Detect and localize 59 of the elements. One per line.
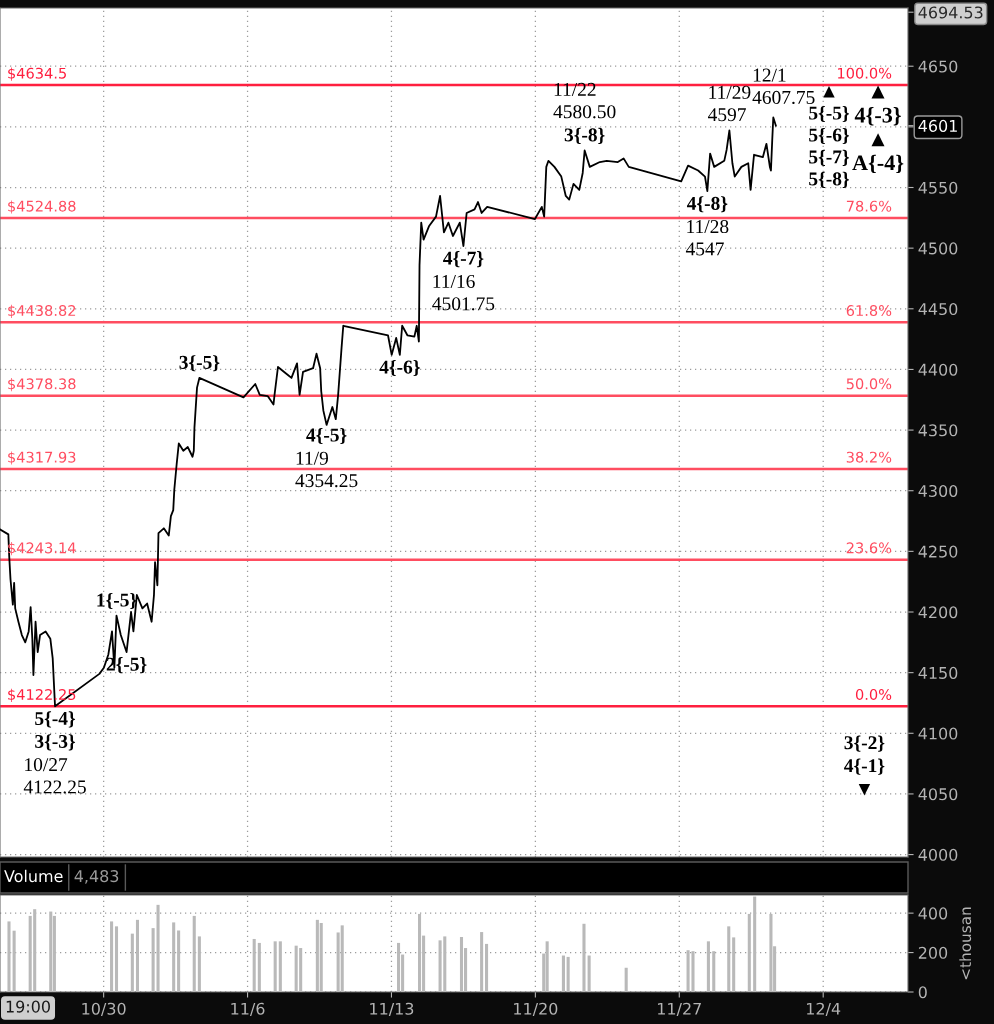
- annotation: ▲ 4{-3} ▲ A{-4}: [852, 85, 904, 174]
- y-tick-label: 4400: [918, 363, 958, 376]
- x-tick-label: 11/13: [370, 1002, 414, 1017]
- y-tick-label: 4450: [918, 303, 958, 316]
- y-tick-label: 200: [918, 946, 948, 959]
- annotation: 50.0%: [846, 378, 892, 390]
- annotation: 4{-8}: [686, 196, 728, 213]
- text: 4,483: [74, 870, 119, 884]
- x-tick-label: 11/6: [231, 1002, 265, 1017]
- y-tick-label: 4050: [918, 788, 958, 801]
- y-tick-label: 4350: [918, 424, 958, 437]
- y-tick-label: 4150: [918, 666, 958, 679]
- annotation: 11/9 4354.25: [295, 451, 358, 488]
- text: 19:00: [6, 1000, 50, 1013]
- annotation: 3{-2} 4{-1} ▼: [844, 735, 885, 796]
- annotation: 78.6%: [846, 200, 892, 212]
- y-tick-label: 4200: [918, 606, 958, 619]
- y-axis-title: <thousan: [959, 907, 972, 980]
- y-tick-label: 4650: [918, 60, 958, 73]
- x-tick-label: 10/30: [82, 1002, 126, 1017]
- y-tick-label: 4500: [918, 242, 958, 255]
- annotation: 11/16 4501.75: [432, 274, 495, 311]
- annotation: 11/28 4547: [685, 219, 729, 256]
- y-tick-label: 0: [918, 986, 927, 999]
- annotation: 3{-3}: [35, 734, 76, 751]
- y-tick-label: 400: [918, 907, 948, 920]
- annotation: 12/1 4607.75: [752, 68, 815, 105]
- x-tick-label: 11/27: [658, 1002, 701, 1017]
- x-tick-label: 12/4: [807, 1002, 841, 1017]
- annotation: 1{-5}: [97, 592, 137, 610]
- annotation: 61.8%: [846, 305, 892, 317]
- annotation: 23.6%: [846, 542, 892, 554]
- x-tick-label: 11/20: [514, 1002, 558, 1017]
- annotation: 0.0%: [855, 688, 892, 700]
- y-tick-label: 4300: [918, 484, 958, 498]
- ref-line-label: $4634.5: [8, 67, 66, 81]
- annotation: 4{-5}: [306, 427, 347, 444]
- chart-title: Volume: [4, 869, 63, 883]
- annotation: 4{-7}: [443, 251, 484, 268]
- y-tick-label: 4100: [918, 727, 958, 740]
- annotation: 5{-4}: [35, 711, 76, 728]
- y-tick-label: 4550: [918, 181, 958, 194]
- ref-line-label: $4524.88: [8, 200, 76, 214]
- annotation: 3{-5}: [179, 355, 220, 372]
- y-tick-label: 4601: [918, 119, 957, 132]
- y-tick-label: 4694.53: [918, 6, 983, 19]
- y-tick-label: 4250: [918, 545, 958, 558]
- annotation: 4{-6}: [379, 359, 420, 377]
- annotation: 11/22 4580.50: [553, 82, 616, 119]
- ref-line-label: $4438.82: [8, 304, 76, 318]
- y-tick-label: 4000: [918, 848, 958, 861]
- annotation: 10/27 4122.25: [23, 758, 86, 794]
- ref-line-label: $4378.38: [8, 378, 76, 392]
- ref-line-label: $4317.93: [8, 451, 76, 465]
- annotation: 100.0%: [838, 67, 892, 79]
- annotation: 3{-8}: [564, 127, 605, 144]
- annotation: 2{-5}: [106, 657, 147, 674]
- annotation: 38.2%: [846, 451, 892, 463]
- annotation: 11/29 4597: [708, 85, 751, 122]
